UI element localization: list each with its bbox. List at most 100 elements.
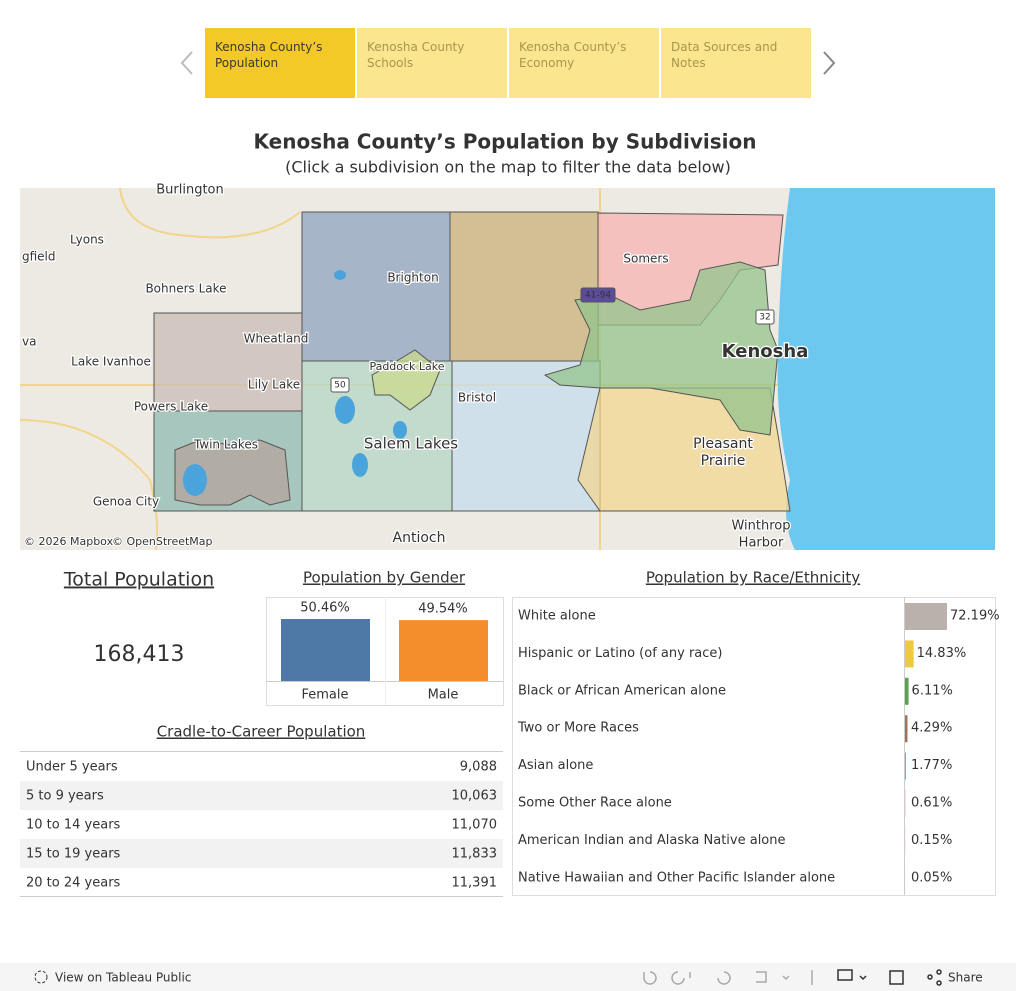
section-title: Population by Gender [303,569,466,587]
inland-lakes [183,270,407,496]
table-row-bg [20,781,503,810]
bar[interactable] [281,619,370,681]
nav-tab-label[interactable]: Data Sources and Notes [671,40,777,70]
paddock-lake[interactable] [371,349,441,411]
map-label: Paddock Lake [369,360,444,373]
brighton[interactable] [301,211,451,362]
bar[interactable] [905,715,908,743]
kenosha[interactable] [543,261,779,436]
map-label: Wheatland [244,332,309,346]
map-label: Antioch [393,530,446,546]
bar[interactable] [399,620,488,681]
map-label: Powers Lake [134,400,208,414]
value-label: 6.11% [912,683,953,698]
tableau-icon [34,970,48,984]
road-shield [755,309,775,325]
total-value: 168,413 [94,642,185,667]
paris[interactable] [449,211,599,362]
race-frame [512,597,996,896]
map-label: Bohners Lake [145,282,226,296]
road-shield [330,377,350,393]
table-cell: 15 to 19 years [26,847,121,862]
toolbar-icons [643,970,813,985]
nav-tab-label[interactable]: Kenosha County Schools [367,40,464,70]
value-label: 0.15% [911,833,952,848]
next-arrow[interactable] [823,51,836,75]
wheatland[interactable] [153,312,303,412]
category-label: Hispanic or Latino (of any race) [518,646,722,661]
table-cell: 10 to 14 years [26,818,121,833]
category-label: Some Other Race alone [518,796,672,811]
nav-tab[interactable] [509,28,659,98]
footer-share[interactable]: Share [948,971,983,985]
subtitle: (Click a subdivision on the map to filte… [285,158,731,177]
map-label: Brighton [387,271,438,285]
table-cell: 11,070 [452,818,498,833]
value-label: 49.54% [418,602,468,617]
map-label: Salem Lakes [364,435,458,453]
map-attribution: © 2026 Mapbox [24,535,114,548]
category-label: Two or More Races [517,721,639,736]
map-label: gfield [22,250,56,264]
roads [19,187,995,551]
section-title: Cradle-to-Career Population [157,723,366,741]
title: Kenosha County’s Population by Subdivisi… [254,130,757,154]
bar[interactable] [905,603,947,630]
map-label: Kenosha [722,341,809,362]
category-label: Native Hawaiian and Other Pacific Island… [518,870,835,885]
nav-tab[interactable] [205,28,355,98]
category-label: White alone [518,609,596,624]
road-shield [580,287,616,303]
table-cell: 9,088 [460,760,497,775]
bar[interactable] [905,677,909,705]
map-label: va [22,335,36,349]
map-label: Twin Lakes [193,438,258,452]
value-label: 0.61% [911,796,952,811]
footer-bar [0,963,1016,991]
table-cell: 5 to 9 years [26,789,104,804]
table-cell: 11,391 [452,876,498,891]
map-label: Lily Lake [248,378,300,392]
map-attribution: © OpenStreetMap [112,535,213,548]
value-label: 4.29% [911,721,952,736]
map-label: Prairie [701,453,746,469]
category-label: Black or African American alone [518,683,726,698]
nav-tab-label[interactable]: Kenosha County’s Economy [519,40,626,70]
nav-tab[interactable] [357,28,507,98]
bar[interactable] [905,752,907,780]
table-row-bg [20,839,503,868]
section-title: Population by Race/Ethnicity [646,569,860,587]
map-label: Lyons [70,233,104,247]
bar[interactable] [905,640,914,668]
table-cell: 11,833 [452,847,498,862]
table-cell: 10,063 [452,789,498,804]
map-label: Somers [623,252,668,266]
category-label: Female [301,688,348,703]
prev-arrow[interactable] [180,51,193,75]
map-label: Burlington [156,183,224,198]
footer-link[interactable]: View on Tableau Public [55,971,191,985]
road-shield-label: 32 [759,313,770,323]
map-label: Bristol [458,391,496,405]
lake-michigan [777,188,995,550]
nav-tab-label[interactable]: Kenosha County’s Population [215,40,322,70]
value-label: 0.05% [911,870,952,885]
map-label: Winthrop [731,519,790,534]
share-icons[interactable] [837,969,942,986]
value-label: 50.46% [300,601,350,616]
map-label: Pleasant [693,436,753,452]
table-cell: Under 5 years [26,760,118,775]
value-label: 14.83% [917,646,967,661]
value-label: 72.19% [950,609,1000,624]
value-label: 1.77% [911,758,952,773]
road-shield-label: 50 [334,381,346,391]
map[interactable] [19,187,995,551]
map-label: Lake Ivanhoe [71,355,151,369]
map-label: Harbor [739,536,784,551]
table-cell: 20 to 24 years [26,876,121,891]
nav-tab[interactable] [661,28,811,98]
category-label: American Indian and Alaska Native alone [518,833,786,848]
category-label: Male [428,688,459,703]
section-title: Total Population [63,569,214,591]
